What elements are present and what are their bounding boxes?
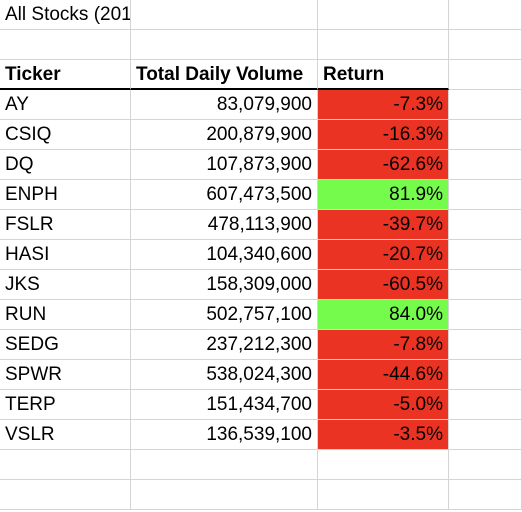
empty-cell[interactable] [449,60,522,90]
header-volume[interactable]: Total Daily Volume [131,60,318,90]
return-cell[interactable]: -5.0% [318,390,449,420]
empty-cell[interactable] [449,270,522,300]
volume-cell[interactable]: 237,212,300 [131,330,318,360]
empty-cell[interactable] [449,0,522,30]
return-cell[interactable]: -16.3% [318,120,449,150]
volume-cell[interactable]: 151,434,700 [131,390,318,420]
ticker-cell[interactable]: SEDG [0,330,131,360]
empty-cell[interactable] [0,450,131,480]
ticker-cell[interactable]: HASI [0,240,131,270]
empty-cell[interactable] [449,90,522,120]
empty-cell[interactable] [131,480,318,510]
ticker-cell[interactable]: TERP [0,390,131,420]
empty-cell[interactable] [449,300,522,330]
empty-cell[interactable] [318,480,449,510]
return-cell[interactable]: -20.7% [318,240,449,270]
return-cell[interactable]: -44.6% [318,360,449,390]
empty-cell[interactable] [449,330,522,360]
empty-cell[interactable] [449,390,522,420]
empty-cell[interactable] [318,30,449,60]
header-return[interactable]: Return [318,60,449,90]
return-cell[interactable]: 81.9% [318,180,449,210]
ticker-cell[interactable]: RUN [0,300,131,330]
ticker-cell[interactable]: ENPH [0,180,131,210]
empty-cell[interactable] [318,0,449,30]
volume-cell[interactable]: 136,539,100 [131,420,318,450]
header-ticker[interactable]: Ticker [0,60,131,90]
volume-cell[interactable]: 200,879,900 [131,120,318,150]
empty-cell[interactable] [449,450,522,480]
ticker-cell[interactable]: FSLR [0,210,131,240]
return-cell[interactable]: -7.3% [318,90,449,120]
return-cell[interactable]: 84.0% [318,300,449,330]
ticker-cell[interactable]: SPWR [0,360,131,390]
empty-cell[interactable] [449,30,522,60]
volume-cell[interactable]: 478,113,900 [131,210,318,240]
volume-cell[interactable]: 502,757,100 [131,300,318,330]
volume-cell[interactable]: 607,473,500 [131,180,318,210]
ticker-cell[interactable]: VSLR [0,420,131,450]
return-cell[interactable]: -39.7% [318,210,449,240]
empty-cell[interactable] [449,180,522,210]
empty-cell[interactable] [318,450,449,480]
volume-cell[interactable]: 158,309,000 [131,270,318,300]
empty-cell[interactable] [0,30,131,60]
empty-cell[interactable] [131,0,318,30]
return-cell[interactable]: -3.5% [318,420,449,450]
return-cell[interactable]: -7.8% [318,330,449,360]
volume-cell[interactable]: 83,079,900 [131,90,318,120]
title-cell[interactable]: All Stocks (2018) [0,0,131,30]
empty-cell[interactable] [449,420,522,450]
empty-cell[interactable] [449,150,522,180]
return-cell[interactable]: -62.6% [318,150,449,180]
ticker-cell[interactable]: DQ [0,150,131,180]
empty-cell[interactable] [131,450,318,480]
return-cell[interactable]: -60.5% [318,270,449,300]
ticker-cell[interactable]: AY [0,90,131,120]
empty-cell[interactable] [449,210,522,240]
ticker-cell[interactable]: JKS [0,270,131,300]
empty-cell[interactable] [0,480,131,510]
volume-cell[interactable]: 538,024,300 [131,360,318,390]
volume-cell[interactable]: 107,873,900 [131,150,318,180]
empty-cell[interactable] [449,240,522,270]
empty-cell[interactable] [449,120,522,150]
empty-cell[interactable] [449,360,522,390]
empty-cell[interactable] [449,480,522,510]
empty-cell[interactable] [131,30,318,60]
volume-cell[interactable]: 104,340,600 [131,240,318,270]
ticker-cell[interactable]: CSIQ [0,120,131,150]
